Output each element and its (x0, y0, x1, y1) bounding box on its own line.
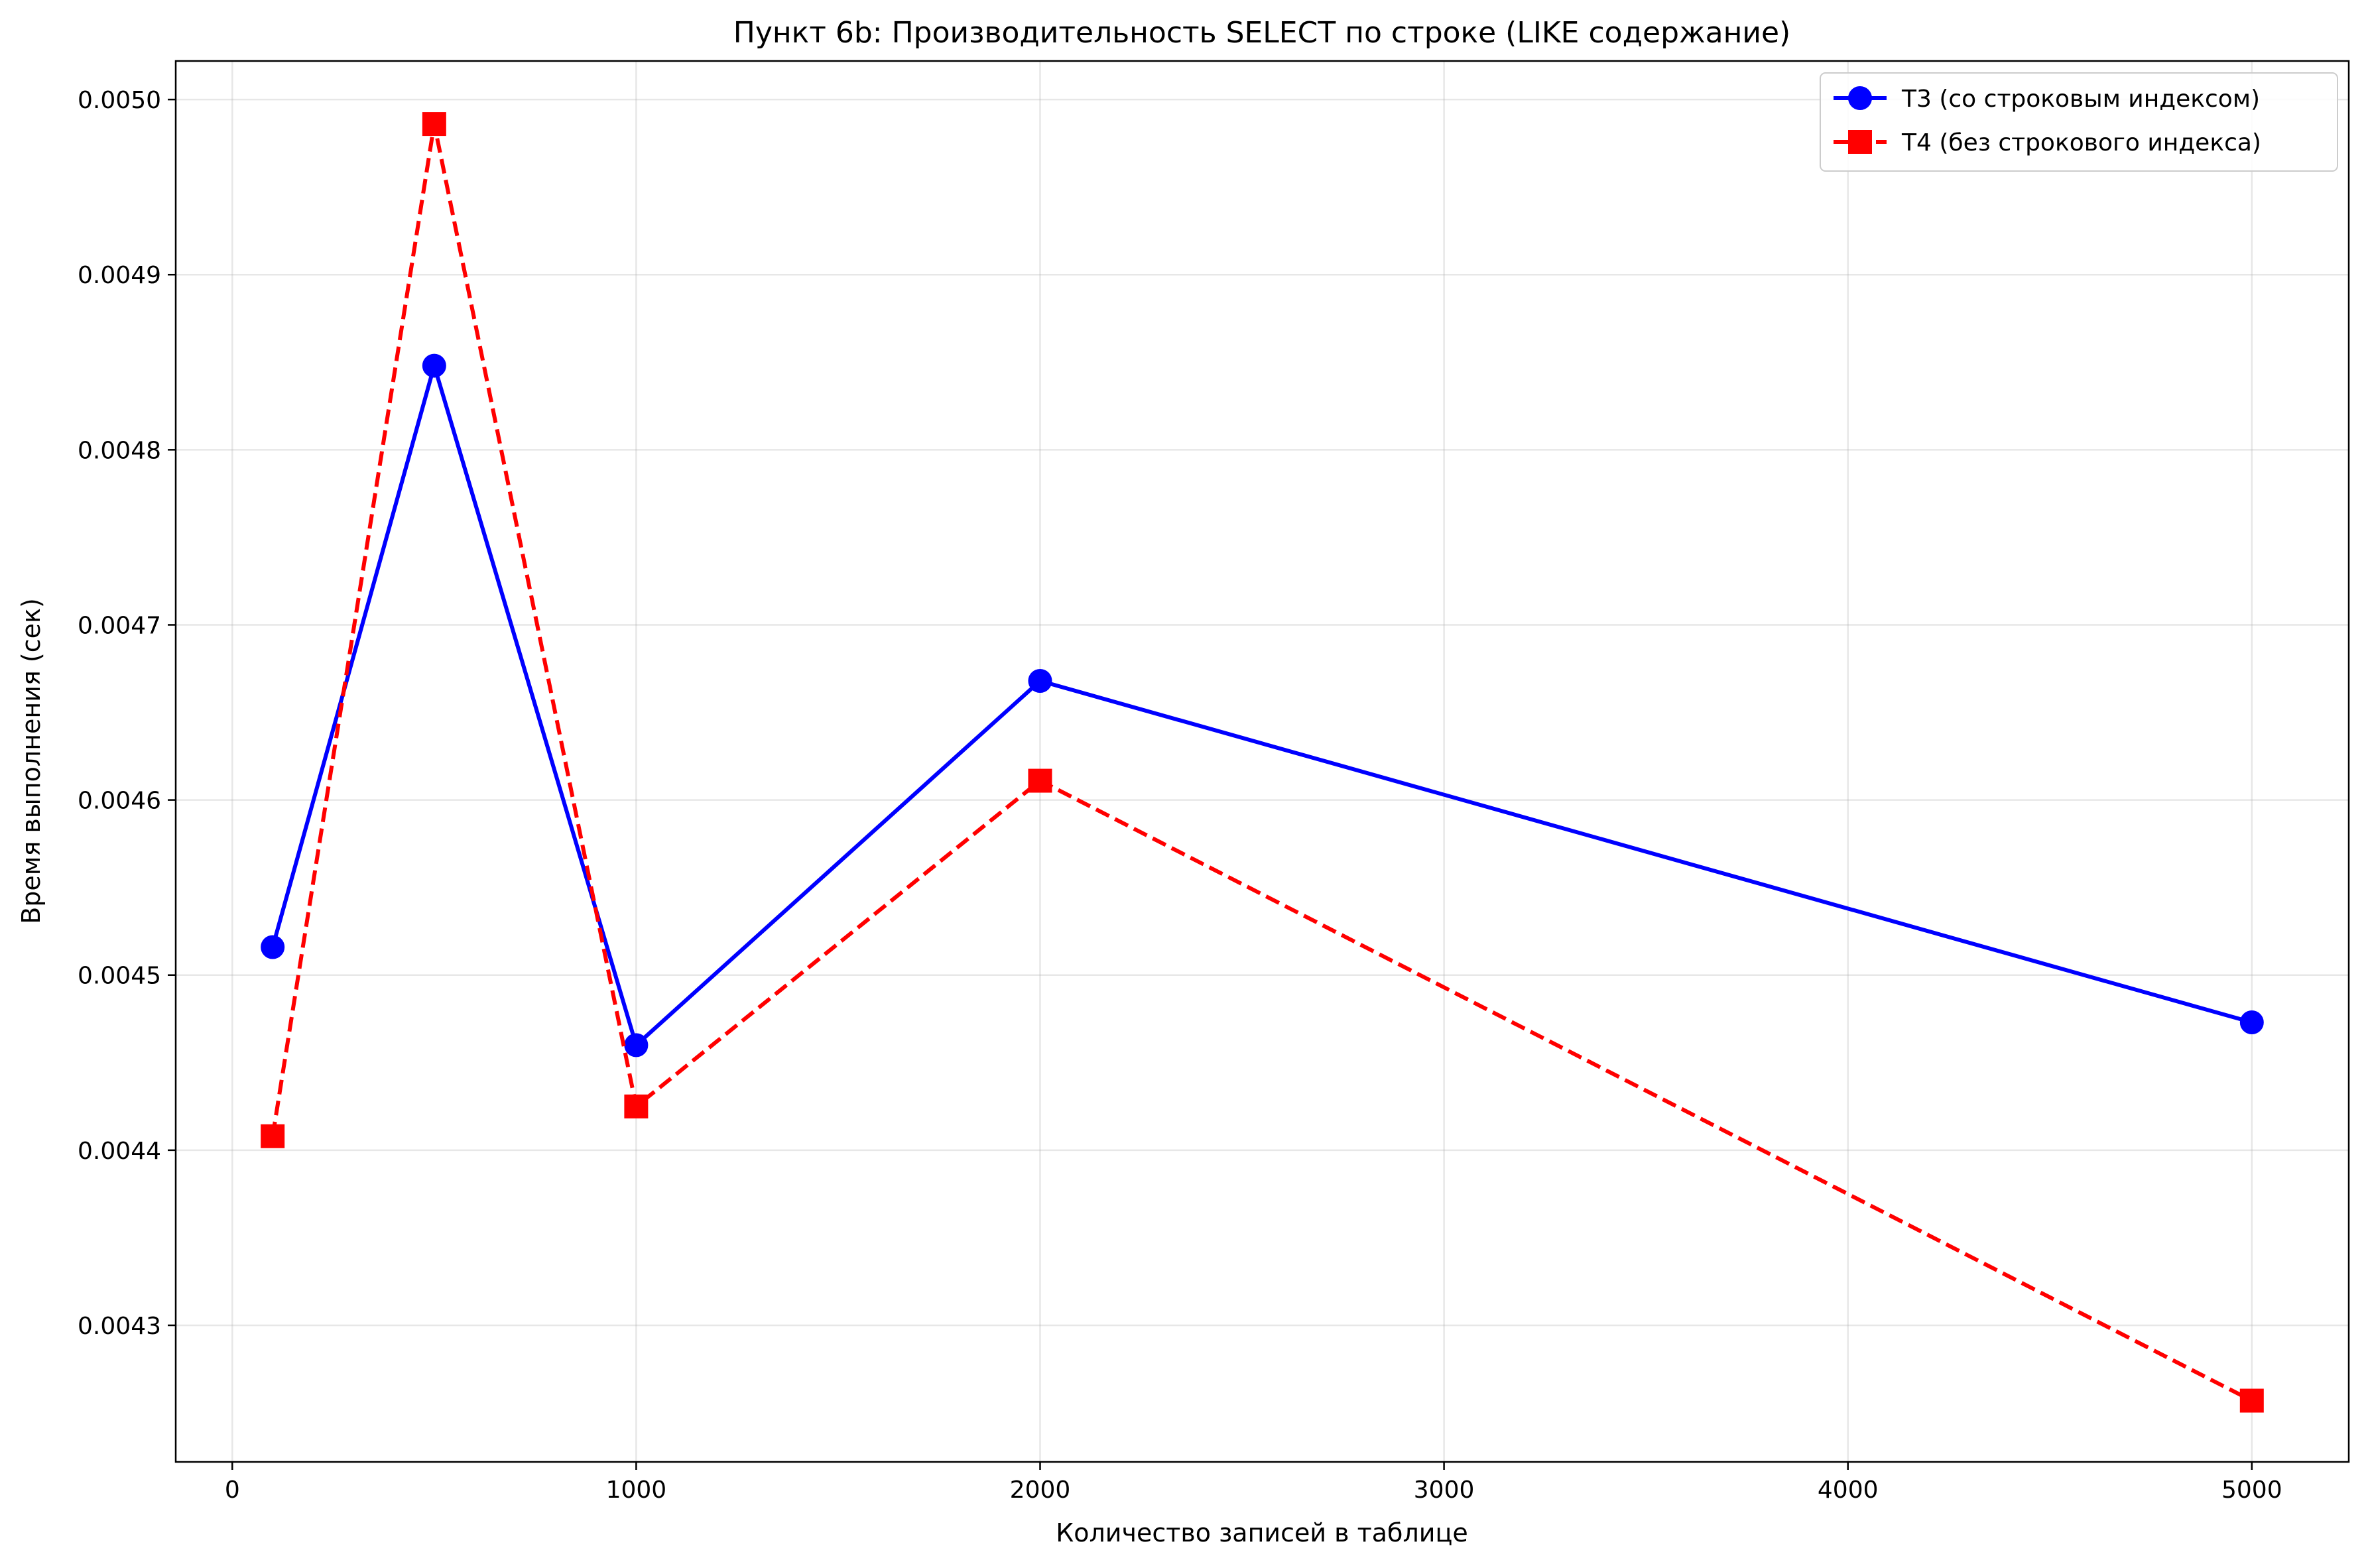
data-point (261, 1124, 285, 1148)
legend-marker (1848, 86, 1872, 110)
y-tick-label: 0.0044 (78, 1138, 161, 1165)
data-point (1028, 669, 1052, 694)
legend-label: T3 (со строковым индексом) (1901, 86, 2260, 113)
data-point (1028, 768, 1052, 793)
y-tick-label: 0.0043 (78, 1313, 161, 1340)
x-axis-title: Количество записей в таблице (1056, 1518, 1467, 1547)
x-tick-label: 1000 (606, 1477, 667, 1504)
series-layer (261, 112, 2264, 1413)
x-tick-label: 5000 (2221, 1477, 2282, 1504)
data-point (422, 353, 446, 378)
legend-marker (1848, 130, 1872, 154)
data-point (624, 1033, 649, 1057)
legend-box (1820, 72, 2338, 172)
x-tick-label: 0 (225, 1477, 240, 1504)
series-2 (261, 112, 2264, 1413)
x-tick-label: 3000 (1414, 1477, 1475, 1504)
chart-title: Пункт 6b: Производительность SELECT по с… (733, 16, 1790, 50)
data-point (422, 112, 446, 137)
y-tick-label: 0.0046 (78, 788, 161, 815)
y-tick-label: 0.0048 (78, 437, 161, 464)
data-point (2239, 1388, 2264, 1413)
y-tick-label: 0.0049 (78, 262, 161, 289)
y-tick-label: 0.0047 (78, 612, 161, 639)
legend: T3 (со строковым индексом) T4 (без строко… (1820, 72, 2338, 172)
y-tick-label: 0.0045 (78, 963, 161, 990)
x-axis: 0 1000 2000 3000 4000 5000 (225, 1462, 2282, 1504)
plot-frame (174, 60, 2350, 1463)
x-tick-label: 2000 (1010, 1477, 1071, 1504)
y-axis-title: Время выполнения (сек) (17, 598, 46, 924)
data-point (261, 935, 285, 959)
x-tick-label: 4000 (1818, 1477, 1879, 1504)
data-point (2239, 1010, 2264, 1035)
y-tick-label: 0.0050 (78, 87, 161, 114)
legend-label: T4 (без строкового индекса) (1901, 129, 2261, 156)
y-axis: 0.0043 0.0044 0.0045 0.0046 0.0047 0.0048 0.00… (78, 87, 176, 1340)
data-point (624, 1094, 649, 1118)
